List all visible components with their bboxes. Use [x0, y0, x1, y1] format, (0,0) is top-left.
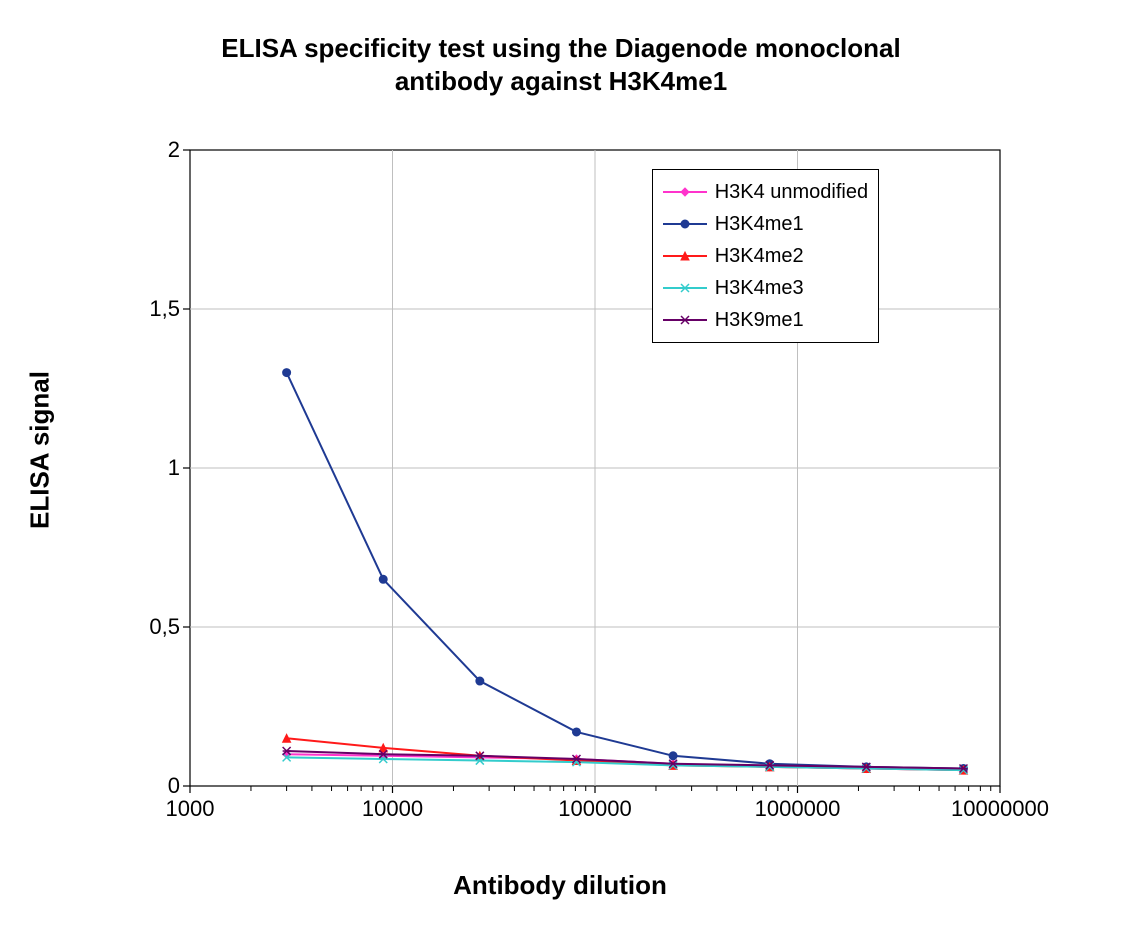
- legend: H3K4 unmodified H3K4me1 H3K4me2 H3K4me3 H3K9…: [652, 169, 879, 343]
- x-tick-label: 100000: [558, 796, 631, 822]
- legend-swatch: [663, 246, 707, 266]
- legend-label: H3K4 unmodified: [715, 181, 868, 204]
- legend-item: H3K4me3: [663, 272, 868, 304]
- x-tick-label: 10000000: [951, 796, 1049, 822]
- legend-item: H3K4 unmodified: [663, 176, 868, 208]
- x-tick-label: 10000: [362, 796, 423, 822]
- legend-swatch: [663, 214, 707, 234]
- legend-swatch: [663, 182, 707, 202]
- legend-label: H3K4me3: [715, 277, 804, 300]
- legend-label: H3K4me1: [715, 213, 804, 236]
- y-tick-label: 2: [130, 137, 180, 163]
- x-tick-label: 1000: [166, 796, 215, 822]
- y-tick-label: 1: [130, 455, 180, 481]
- legend-label: H3K9me1: [715, 309, 804, 332]
- legend-item: H3K4me2: [663, 240, 868, 272]
- x-tick-label: 1000000: [755, 796, 841, 822]
- legend-item: H3K9me1: [663, 304, 868, 336]
- y-tick-label: 0,5: [130, 614, 180, 640]
- legend-swatch: [663, 278, 707, 298]
- legend-swatch: [663, 310, 707, 330]
- y-tick-label: 1,5: [130, 296, 180, 322]
- legend-item: H3K4me1: [663, 208, 868, 240]
- legend-label: H3K4me2: [715, 245, 804, 268]
